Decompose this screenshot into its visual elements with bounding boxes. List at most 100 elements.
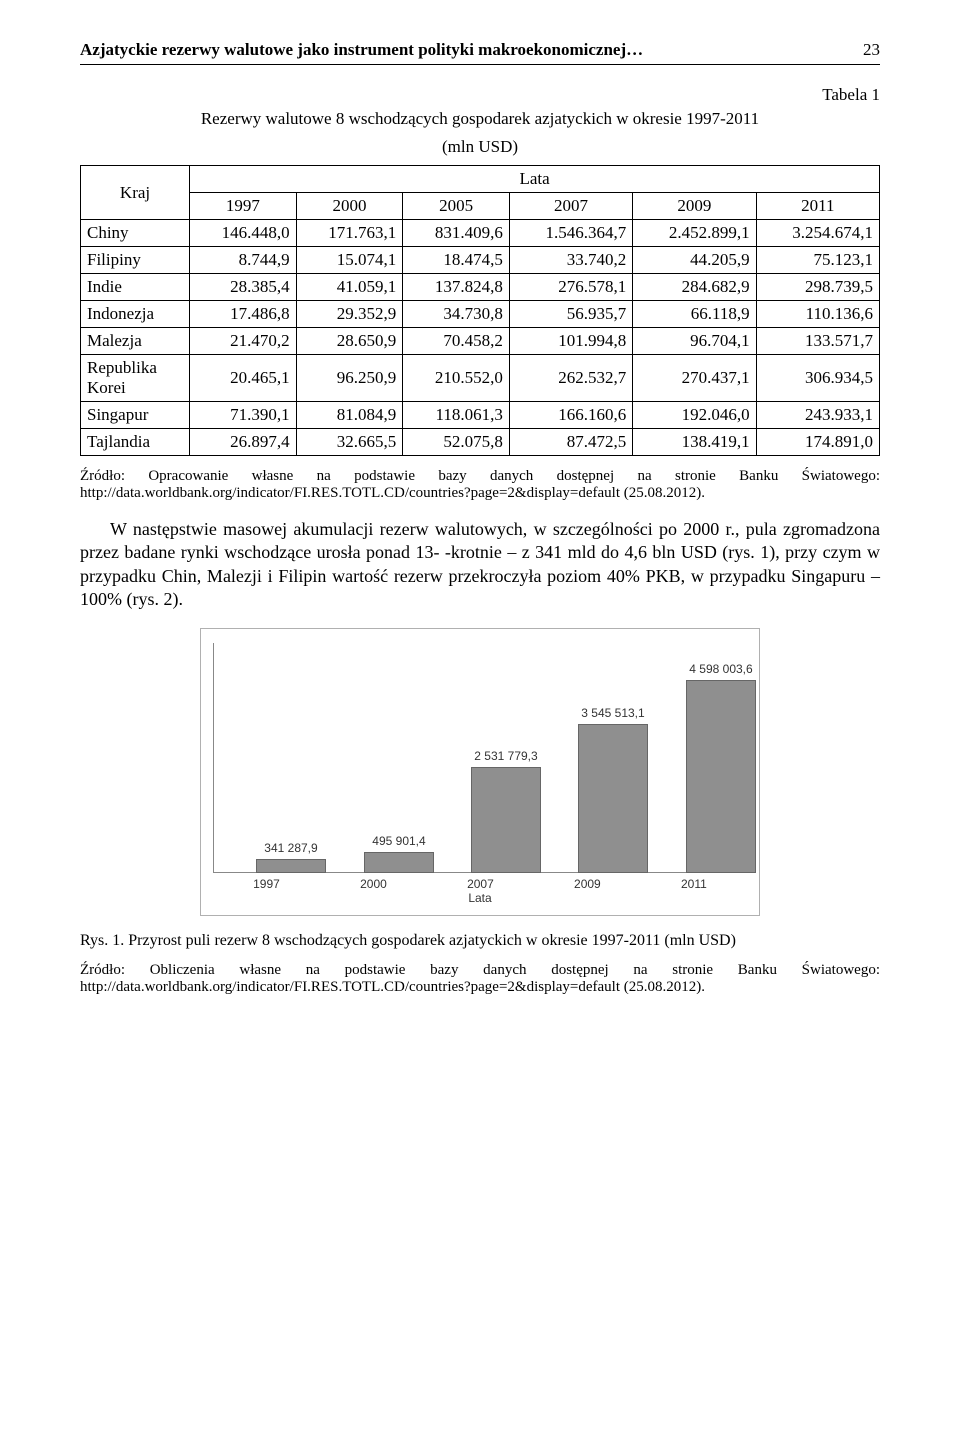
col-year: 2007 xyxy=(509,193,632,220)
table-row: Malezja21.470,228.650,970.458,2101.994,8… xyxy=(81,328,880,355)
cell-value: 81.084,9 xyxy=(296,402,403,429)
header-title: Azjatyckie rezerwy walutowe jako instrum… xyxy=(80,40,643,60)
cell-country: Chiny xyxy=(81,220,190,247)
cell-value: 262.532,7 xyxy=(509,355,632,402)
table-row: Chiny146.448,0171.763,1831.409,61.546.36… xyxy=(81,220,880,247)
figure-source: Źródło: Obliczenia własne na podstawie b… xyxy=(80,962,880,996)
chart-bar-value-label: 3 545 513,1 xyxy=(553,706,673,720)
header-page-number: 23 xyxy=(863,40,880,60)
chart-x-tick-label: 2000 xyxy=(360,877,387,891)
cell-country: Singapur xyxy=(81,402,190,429)
col-year: 2005 xyxy=(403,193,510,220)
table-row: Indie28.385,441.059,1137.824,8276.578,12… xyxy=(81,274,880,301)
col-year: 1997 xyxy=(190,193,297,220)
cell-value: 101.994,8 xyxy=(509,328,632,355)
chart-bar xyxy=(256,859,326,873)
cell-value: 44.205,9 xyxy=(633,247,756,274)
chart-bar xyxy=(686,680,756,873)
table-row: Tajlandia26.897,432.665,552.075,887.472,… xyxy=(81,429,880,456)
cell-value: 110.136,6 xyxy=(756,301,879,328)
table-row: Singapur71.390,181.084,9118.061,3166.160… xyxy=(81,402,880,429)
table-label: Tabela 1 xyxy=(80,85,880,105)
cell-value: 34.730,8 xyxy=(403,301,510,328)
cell-country: Malezja xyxy=(81,328,190,355)
cell-value: 87.472,5 xyxy=(509,429,632,456)
table-header-row: Kraj Lata xyxy=(81,166,880,193)
cell-value: 243.933,1 xyxy=(756,402,879,429)
cell-value: 21.470,2 xyxy=(190,328,297,355)
cell-value: 298.739,5 xyxy=(756,274,879,301)
cell-value: 3.254.674,1 xyxy=(756,220,879,247)
cell-country: RepublikaKorei xyxy=(81,355,190,402)
cell-value: 56.935,7 xyxy=(509,301,632,328)
chart-x-title: Lata xyxy=(213,891,747,905)
cell-value: 32.665,5 xyxy=(296,429,403,456)
table-years-row: 1997 2000 2005 2007 2009 2011 xyxy=(81,193,880,220)
cell-value: 96.704,1 xyxy=(633,328,756,355)
cell-value: 15.074,1 xyxy=(296,247,403,274)
chart-x-tick-label: 1997 xyxy=(253,877,280,891)
running-header: Azjatyckie rezerwy walutowe jako instrum… xyxy=(80,40,880,65)
cell-value: 1.546.364,7 xyxy=(509,220,632,247)
cell-value: 26.897,4 xyxy=(190,429,297,456)
cell-value: 831.409,6 xyxy=(403,220,510,247)
cell-value: 28.650,9 xyxy=(296,328,403,355)
cell-value: 71.390,1 xyxy=(190,402,297,429)
chart-bar xyxy=(578,724,648,873)
chart-plot-area: 341 287,9495 901,4 2 531 779,3 3 545 513,1… xyxy=(213,643,747,873)
cell-value: 118.061,3 xyxy=(403,402,510,429)
cell-value: 70.458,2 xyxy=(403,328,510,355)
body-paragraph: W następstwie masowej akumulacji rezerw … xyxy=(80,518,880,612)
cell-country: Indonezja xyxy=(81,301,190,328)
chart-x-tick-label: 2009 xyxy=(574,877,601,891)
cell-value: 306.934,5 xyxy=(756,355,879,402)
cell-value: 52.075,8 xyxy=(403,429,510,456)
cell-country: Filipiny xyxy=(81,247,190,274)
cell-value: 28.385,4 xyxy=(190,274,297,301)
cell-value: 284.682,9 xyxy=(633,274,756,301)
cell-value: 276.578,1 xyxy=(509,274,632,301)
cell-value: 33.740,2 xyxy=(509,247,632,274)
table-row: Filipiny8.744,915.074,118.474,533.740,24… xyxy=(81,247,880,274)
table-row: RepublikaKorei20.465,196.250,9210.552,02… xyxy=(81,355,880,402)
table-body: Chiny146.448,0171.763,1831.409,61.546.36… xyxy=(81,220,880,456)
col-header-years-group: Lata xyxy=(190,166,880,193)
cell-value: 8.744,9 xyxy=(190,247,297,274)
chart-bar-value-label: 2 531 779,3 xyxy=(446,749,566,763)
chart-inner: 341 287,9495 901,4 2 531 779,3 3 545 513,1… xyxy=(209,637,751,907)
col-header-country: Kraj xyxy=(81,166,190,220)
cell-value: 18.474,5 xyxy=(403,247,510,274)
col-year: 2011 xyxy=(756,193,879,220)
chart-bar xyxy=(471,767,541,873)
cell-value: 96.250,9 xyxy=(296,355,403,402)
chart-x-tick-label: 2007 xyxy=(467,877,494,891)
chart-bar-value-label: 4 598 003,6 xyxy=(661,662,781,676)
table-source: Źródło: Opracowanie własne na podstawie … xyxy=(80,468,880,502)
chart-x-labels: 1997 2000 2007 2009 2011 xyxy=(213,877,747,891)
table-row: Indonezja17.486,829.352,934.730,856.935,… xyxy=(81,301,880,328)
chart-container: 341 287,9495 901,4 2 531 779,3 3 545 513,1… xyxy=(200,628,760,916)
page-container: Azjatyckie rezerwy walutowe jako instrum… xyxy=(0,0,960,1052)
cell-value: 29.352,9 xyxy=(296,301,403,328)
col-year: 2009 xyxy=(633,193,756,220)
cell-value: 174.891,0 xyxy=(756,429,879,456)
cell-value: 192.046,0 xyxy=(633,402,756,429)
cell-value: 20.465,1 xyxy=(190,355,297,402)
cell-value: 166.160,6 xyxy=(509,402,632,429)
chart-bar xyxy=(364,852,434,873)
chart-bar-value-label: 495 901,4 xyxy=(339,834,459,848)
col-year: 2000 xyxy=(296,193,403,220)
chart-x-tick-label: 2011 xyxy=(681,877,707,891)
table-title-line1: Rezerwy walutowe 8 wschodzących gospodar… xyxy=(80,109,880,129)
cell-value: 270.437,1 xyxy=(633,355,756,402)
cell-value: 41.059,1 xyxy=(296,274,403,301)
figure-caption: Rys. 1. Przyrost puli rezerw 8 wschodząc… xyxy=(80,932,880,950)
cell-value: 137.824,8 xyxy=(403,274,510,301)
cell-value: 138.419,1 xyxy=(633,429,756,456)
cell-value: 171.763,1 xyxy=(296,220,403,247)
cell-value: 75.123,1 xyxy=(756,247,879,274)
cell-country: Tajlandia xyxy=(81,429,190,456)
cell-country: Indie xyxy=(81,274,190,301)
table-title-line2: (mln USD) xyxy=(80,137,880,157)
chart-bar-value-label: 341 287,9 xyxy=(231,841,351,855)
